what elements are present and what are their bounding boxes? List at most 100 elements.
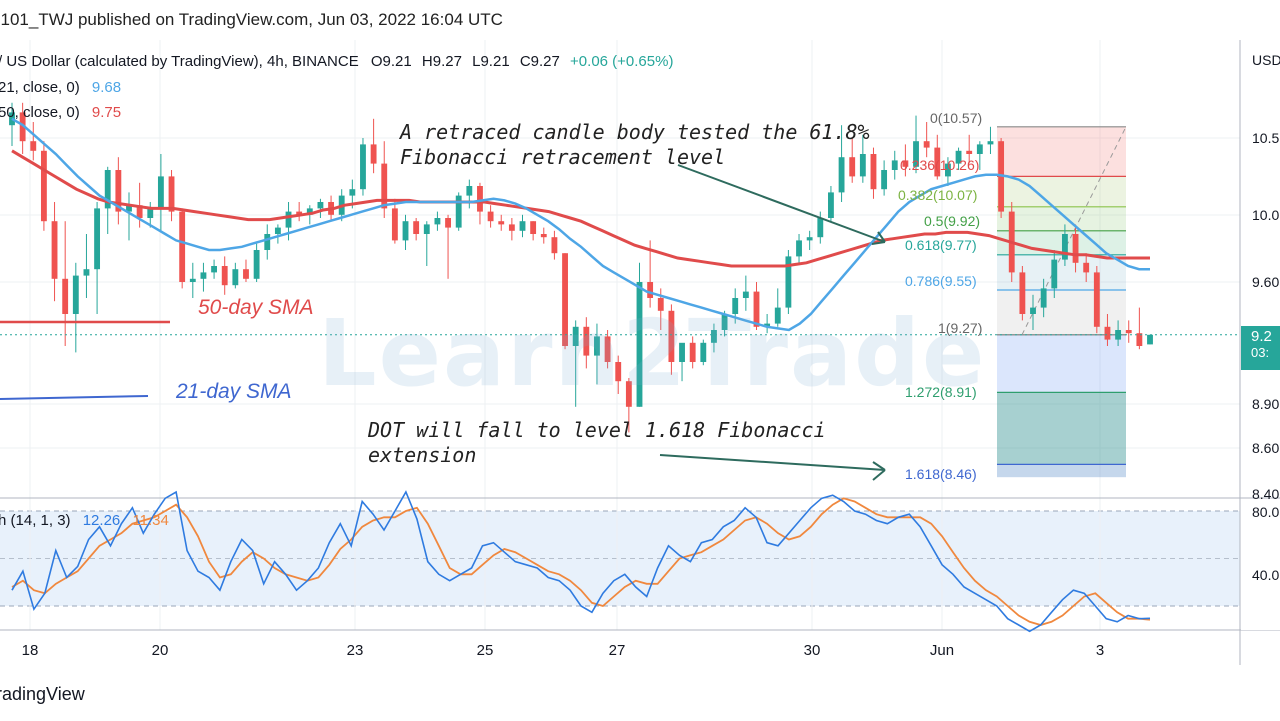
candle	[583, 326, 590, 356]
sma21-line	[11, 117, 1150, 332]
candle	[859, 154, 866, 177]
countdown: 03:	[1251, 345, 1270, 360]
fib-zone	[997, 464, 1126, 478]
candle	[519, 221, 526, 231]
candle	[679, 342, 685, 362]
candle	[126, 205, 132, 212]
candle	[987, 141, 994, 145]
candle	[168, 176, 175, 212]
candle	[785, 256, 792, 308]
candle	[1125, 330, 1132, 334]
candle	[881, 170, 888, 190]
price-tick: 10.5	[1252, 130, 1280, 146]
price-tick: 8.60	[1252, 440, 1280, 456]
ohlc-open: O9.21	[370, 53, 412, 70]
candle	[253, 250, 260, 279]
candle	[966, 150, 973, 154]
candle	[1093, 272, 1100, 327]
candle	[1115, 330, 1122, 340]
candle	[636, 282, 643, 407]
candle	[562, 253, 568, 346]
stoch-d-line	[11, 497, 1151, 626]
candle	[423, 224, 430, 234]
candle	[1083, 262, 1090, 273]
candle	[923, 141, 930, 148]
ma50-label: 50, close, 0)	[0, 104, 80, 121]
candle	[700, 342, 707, 362]
candle	[445, 218, 451, 228]
stoch-label: h (14, 1, 3)	[0, 512, 71, 529]
fall-arrowhead	[872, 461, 886, 481]
fib-label-05: 0.5(9.92)	[924, 213, 981, 229]
stoch-tick: 80.0	[1252, 504, 1280, 520]
price-change: +0.06 (+0.65%)	[570, 53, 674, 70]
price-tick: 8.40	[1252, 486, 1280, 502]
candle	[955, 150, 962, 164]
candle	[179, 211, 186, 282]
candle	[94, 208, 101, 270]
stoch-k-value: 12.26	[82, 512, 121, 529]
candle	[487, 211, 494, 222]
candle	[274, 227, 281, 234]
candle	[349, 189, 356, 196]
candle	[477, 186, 483, 212]
candle	[1040, 288, 1047, 308]
candle	[647, 282, 654, 298]
date-tick: 30	[803, 642, 821, 659]
ma21-legend: 21, close, 0) 9.68	[0, 79, 121, 96]
candle	[945, 163, 951, 177]
candle	[806, 237, 813, 241]
fib-zone	[997, 176, 1126, 207]
candle	[221, 266, 228, 286]
candle	[455, 195, 462, 228]
fib-label-0618: 0.618(9.77)	[905, 237, 977, 253]
candle	[615, 362, 622, 382]
candle	[838, 157, 845, 193]
candle	[796, 240, 802, 257]
fib-label-0: 0(10.57)	[930, 110, 983, 126]
fib-zone	[997, 290, 1126, 335]
candle	[306, 208, 313, 215]
symbol-title: / US Dollar (calculated by TradingView),…	[0, 53, 359, 70]
candle	[243, 269, 249, 279]
candle	[317, 202, 324, 209]
candle	[711, 330, 717, 343]
date-tick: 23	[346, 642, 364, 659]
candle	[264, 234, 271, 250]
candle	[498, 221, 505, 225]
candle	[902, 160, 909, 167]
ohlc-close: C9.27	[519, 53, 560, 70]
candle	[1019, 272, 1026, 314]
candle	[189, 278, 196, 282]
candle	[211, 266, 217, 273]
candle	[828, 192, 834, 218]
candle	[104, 170, 111, 209]
candle	[753, 291, 760, 327]
date-tick: 25	[476, 642, 494, 659]
candle	[30, 141, 37, 151]
date-tick: 27	[608, 642, 626, 659]
sma21-label: 21-day SMA	[176, 380, 292, 403]
retrace-arrow	[677, 164, 886, 243]
candle	[466, 186, 473, 196]
candle	[594, 336, 600, 356]
candle	[232, 269, 239, 286]
candle	[51, 221, 58, 279]
candle	[115, 170, 122, 212]
candle	[540, 234, 547, 238]
fall-arrow	[659, 454, 886, 471]
price-tick: 9.60	[1252, 274, 1280, 290]
sma50-line	[11, 149, 1150, 268]
fib-zone	[997, 392, 1126, 465]
ma21-value: 9.68	[91, 79, 122, 96]
candle	[817, 218, 824, 238]
candle	[147, 208, 154, 218]
ohlc-high: H9.27	[421, 53, 462, 70]
candle	[381, 163, 388, 209]
candle	[200, 272, 207, 279]
stoch-d-value: 11.34	[132, 512, 169, 529]
date-tick: Jun	[929, 642, 955, 659]
axis-bg	[1241, 499, 1280, 630]
fib-label-1272: 1.272(8.91)	[905, 384, 977, 400]
